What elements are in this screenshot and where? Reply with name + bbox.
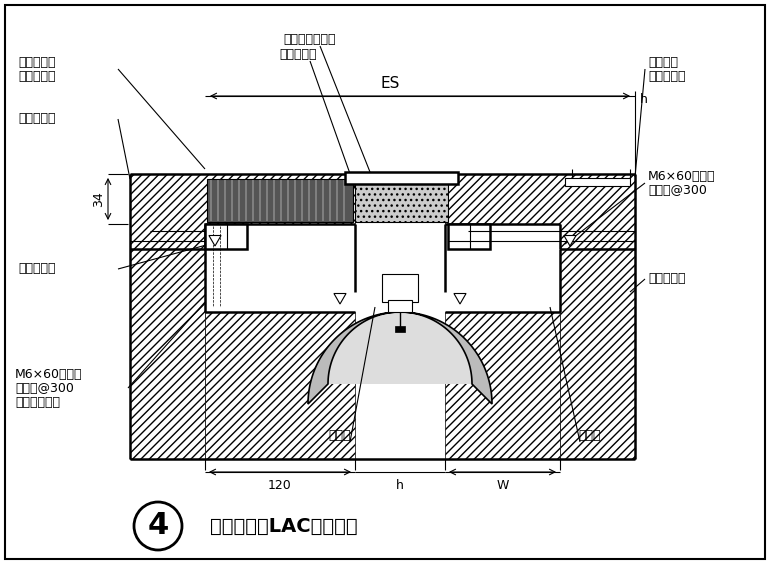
- Text: W: W: [497, 479, 509, 492]
- Text: 按工程设计: 按工程设计: [18, 69, 55, 82]
- Text: 不锈钢滑杆: 不锈钢滑杆: [648, 272, 685, 285]
- Polygon shape: [130, 174, 355, 249]
- Text: 铝合金基座: 铝合金基座: [18, 262, 55, 275]
- Text: 面层材料: 面层材料: [648, 55, 678, 68]
- Polygon shape: [328, 312, 472, 384]
- Bar: [360, 182, 445, 222]
- Bar: [205, 224, 247, 249]
- Polygon shape: [205, 312, 355, 459]
- Text: M6×60金属膨: M6×60金属膨: [15, 368, 82, 381]
- Bar: [345, 172, 458, 184]
- Text: 楼、地面（LAC）转角型: 楼、地面（LAC）转角型: [210, 517, 357, 535]
- Bar: [382, 274, 418, 302]
- Text: （交错布置）: （交错布置）: [15, 395, 60, 408]
- Text: ES: ES: [380, 76, 400, 91]
- Bar: [565, 178, 630, 186]
- Text: 弹性橡胶条: 弹性橡胶条: [280, 48, 316, 61]
- Bar: [448, 224, 490, 249]
- Polygon shape: [445, 312, 560, 459]
- Text: h: h: [640, 93, 648, 106]
- Text: 铝合金中心盖板: 铝合金中心盖板: [284, 33, 336, 46]
- Text: 楼地面标高: 楼地面标高: [18, 112, 55, 126]
- Text: 按工程设计: 按工程设计: [648, 69, 685, 82]
- Text: 锚螺栓@300: 锚螺栓@300: [15, 381, 74, 394]
- Polygon shape: [308, 312, 492, 404]
- Polygon shape: [445, 174, 635, 249]
- Bar: [395, 326, 405, 332]
- Bar: [355, 179, 448, 222]
- Text: 止水带: 止水带: [579, 429, 601, 442]
- Text: 阻火带: 阻火带: [329, 429, 351, 442]
- Text: 4: 4: [147, 512, 169, 540]
- Bar: [388, 300, 412, 312]
- Bar: [207, 179, 353, 222]
- Text: 34: 34: [92, 191, 105, 207]
- Text: h: h: [396, 479, 404, 492]
- Text: M6×60金属膨: M6×60金属膨: [648, 170, 715, 183]
- Polygon shape: [560, 249, 635, 459]
- Text: 锚螺栓@300: 锚螺栓@300: [648, 183, 707, 196]
- Text: 120: 120: [268, 479, 292, 492]
- Polygon shape: [130, 249, 205, 459]
- Text: 楼地面做法: 楼地面做法: [18, 55, 55, 68]
